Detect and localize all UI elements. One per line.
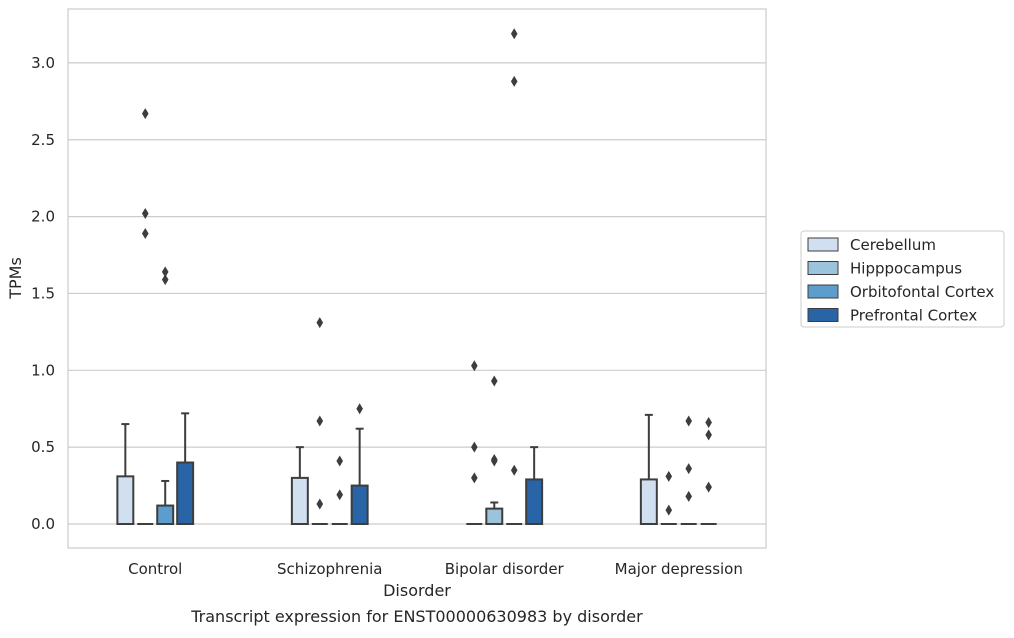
box-marks: [116, 28, 717, 526]
box-group: [350, 403, 369, 526]
plot-frame: [67, 8, 767, 549]
y-tick-label: 3.0: [31, 54, 55, 72]
outlier-point: [316, 317, 324, 329]
outlier-point: [471, 360, 478, 372]
y-tick-label: 2.0: [31, 208, 55, 226]
x-tick-labels: Control Schizophrenia Bipolar disorder Majo…: [128, 560, 743, 578]
box-group: [680, 415, 697, 525]
x-tick-label: Major depression: [615, 560, 743, 578]
outlier-point: [161, 266, 169, 278]
legend-frame: [800, 230, 1005, 328]
x-axis-label: Disorder: [383, 581, 451, 600]
box-group: [466, 360, 483, 525]
y-tick-label: 0.0: [31, 515, 55, 533]
outlier-point: [141, 208, 149, 220]
box: [525, 478, 544, 525]
outlier-point: [336, 455, 344, 467]
outlier-point: [471, 441, 478, 453]
box: [116, 475, 135, 525]
outlier-point: [490, 453, 498, 465]
x-tick-label: Bipolar disorder: [445, 560, 565, 578]
legend: Cerebellum Hipppocampus Orbitofontal Corte…: [800, 230, 1005, 328]
outlier-point: [685, 490, 693, 502]
y-tick-label: 2.5: [31, 131, 55, 149]
outlier-point: [316, 415, 324, 427]
legend-swatch: [807, 237, 839, 252]
box-group: [137, 108, 154, 525]
box-group: [156, 266, 175, 525]
y-tick-label: 1.0: [31, 361, 55, 379]
outlier-point: [665, 504, 673, 516]
box-group: [639, 413, 658, 525]
outlier-point: [356, 403, 363, 415]
outlier-point: [141, 228, 149, 240]
outlier-point: [141, 108, 149, 120]
box-group: [660, 470, 677, 525]
outlier-point: [705, 481, 712, 493]
chart-caption: Transcript expression for ENST0000063098…: [190, 607, 643, 626]
box-group: [485, 375, 504, 526]
legend-swatch: [807, 261, 839, 275]
box-group: [116, 423, 135, 525]
x-tick-label: Schizophrenia: [277, 560, 382, 578]
x-tick-label: Control: [128, 560, 182, 578]
outlier-point: [705, 429, 712, 441]
outlier-point: [510, 75, 518, 87]
box-group: [525, 446, 544, 525]
legend-swatch: [807, 284, 839, 299]
box: [156, 504, 175, 525]
legend-swatch: [807, 308, 839, 322]
box: [639, 478, 658, 525]
box: [290, 476, 309, 526]
outlier-point: [336, 489, 344, 501]
box: [485, 507, 504, 526]
y-axis-label: TPMs: [6, 257, 25, 300]
box: [176, 461, 195, 525]
legend-label: Prefrontal Cortex: [850, 307, 977, 325]
outlier-point: [490, 375, 498, 387]
outlier-point: [665, 470, 673, 482]
box: [350, 484, 369, 526]
y-tick-labels: 0.0 0.5 1.0 1.5 2.0 2.5 3.0: [31, 54, 55, 533]
outlier-point: [705, 417, 712, 429]
outlier-point: [510, 28, 518, 40]
plot-area: [68, 9, 766, 548]
outlier-point: [510, 464, 518, 476]
outlier-point: [316, 498, 324, 510]
legend-label: Orbitofontal Cortex: [850, 283, 994, 301]
legend-label: Cerebellum: [850, 236, 936, 254]
box-group: [176, 412, 195, 525]
box-group: [331, 455, 348, 525]
outlier-point: [161, 274, 169, 286]
y-tick-label: 0.5: [31, 438, 55, 456]
outlier-point: [685, 463, 693, 475]
box-group: [700, 417, 717, 525]
outlier-point: [471, 472, 478, 484]
box-group: [506, 28, 523, 525]
box-group: [290, 446, 309, 526]
y-tick-label: 1.5: [31, 284, 55, 302]
outlier-point: [685, 415, 693, 427]
box-group: [311, 317, 328, 525]
legend-label: Hipppocampus: [850, 260, 962, 278]
